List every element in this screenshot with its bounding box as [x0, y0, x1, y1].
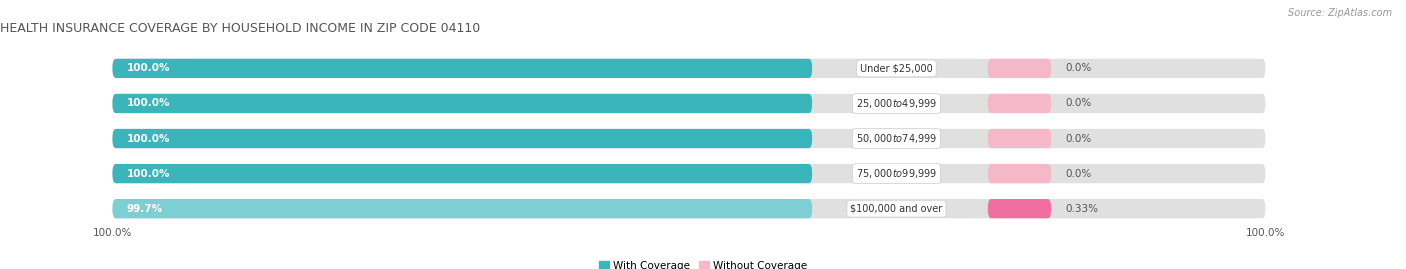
Text: 0.0%: 0.0% — [1066, 98, 1091, 108]
Legend: With Coverage, Without Coverage: With Coverage, Without Coverage — [595, 256, 811, 269]
Text: $75,000 to $99,999: $75,000 to $99,999 — [856, 167, 936, 180]
FancyBboxPatch shape — [988, 199, 1052, 218]
FancyBboxPatch shape — [112, 199, 813, 218]
Text: 100.0%: 100.0% — [93, 228, 132, 238]
FancyBboxPatch shape — [112, 164, 1265, 183]
FancyBboxPatch shape — [112, 129, 1265, 148]
FancyBboxPatch shape — [112, 164, 813, 183]
Text: 100.0%: 100.0% — [127, 98, 170, 108]
Text: 0.0%: 0.0% — [1066, 169, 1091, 179]
FancyBboxPatch shape — [112, 94, 813, 113]
Text: $50,000 to $74,999: $50,000 to $74,999 — [856, 132, 936, 145]
FancyBboxPatch shape — [988, 129, 1052, 148]
Text: Source: ZipAtlas.com: Source: ZipAtlas.com — [1288, 8, 1392, 18]
FancyBboxPatch shape — [988, 59, 1052, 78]
Text: 100.0%: 100.0% — [127, 169, 170, 179]
Text: $100,000 and over: $100,000 and over — [851, 204, 942, 214]
Text: 100.0%: 100.0% — [1246, 228, 1285, 238]
Text: 0.33%: 0.33% — [1066, 204, 1098, 214]
FancyBboxPatch shape — [988, 94, 1052, 113]
FancyBboxPatch shape — [112, 94, 1265, 113]
Text: 100.0%: 100.0% — [127, 63, 170, 73]
Text: 0.0%: 0.0% — [1066, 133, 1091, 144]
Text: $25,000 to $49,999: $25,000 to $49,999 — [856, 97, 936, 110]
Text: 99.7%: 99.7% — [127, 204, 163, 214]
Text: HEALTH INSURANCE COVERAGE BY HOUSEHOLD INCOME IN ZIP CODE 04110: HEALTH INSURANCE COVERAGE BY HOUSEHOLD I… — [0, 22, 481, 35]
FancyBboxPatch shape — [988, 164, 1052, 183]
Text: 100.0%: 100.0% — [127, 133, 170, 144]
FancyBboxPatch shape — [112, 199, 1265, 218]
FancyBboxPatch shape — [112, 59, 813, 78]
FancyBboxPatch shape — [112, 129, 813, 148]
Text: Under $25,000: Under $25,000 — [860, 63, 932, 73]
FancyBboxPatch shape — [112, 59, 1265, 78]
Text: 0.0%: 0.0% — [1066, 63, 1091, 73]
